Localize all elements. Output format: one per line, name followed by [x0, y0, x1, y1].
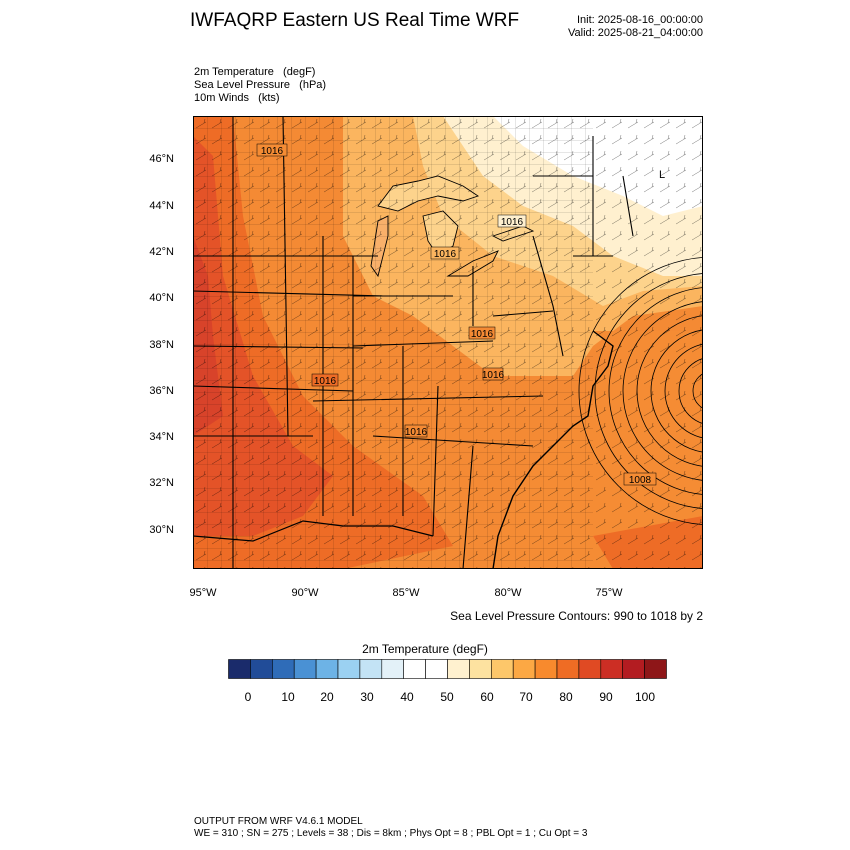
valid-time: Valid: 2025-08-21_04:00:00 — [568, 27, 703, 39]
colorbar-label: 10 — [281, 690, 295, 704]
lat-tick: 44°N — [149, 200, 174, 212]
pressure-label: 1008 — [629, 475, 652, 486]
pressure-label: 1016 — [434, 249, 457, 260]
field-pressure-label: Sea Level Pressure (hPa) — [194, 79, 327, 91]
colorbar-label: 30 — [360, 690, 374, 704]
colorbar-swatch — [447, 659, 470, 679]
field-winds-label: 10m Winds (kts) — [194, 92, 280, 104]
footer-model: OUTPUT FROM WRF V4.6.1 MODEL — [194, 816, 363, 827]
colorbar-label: 80 — [559, 690, 573, 704]
colorbar-label: 50 — [440, 690, 454, 704]
pressure-label: 1016 — [261, 146, 284, 157]
colorbar-title: 2m Temperature (degF) — [362, 642, 488, 656]
colorbar — [228, 659, 667, 684]
lon-tick: 85°W — [392, 587, 420, 599]
lat-tick: 36°N — [149, 385, 174, 397]
colorbar-swatch — [644, 659, 667, 679]
page-title: IWFAQRP Eastern US Real Time WRF — [190, 10, 520, 31]
colorbar-label: 70 — [519, 690, 533, 704]
pressure-label: 1016 — [501, 217, 524, 228]
colorbar-swatch — [534, 659, 558, 679]
contour-note: Sea Level Pressure Contours: 990 to 1018… — [450, 609, 703, 623]
colorbar-swatch — [381, 659, 405, 679]
lat-tick: 40°N — [149, 292, 174, 304]
lon-tick: 95°W — [189, 587, 217, 599]
colorbar-svg — [228, 659, 667, 679]
colorbar-label: 0 — [244, 690, 252, 704]
colorbar-swatch — [271, 659, 295, 679]
gulf-coastline — [193, 520, 434, 542]
colorbar-swatch — [337, 659, 361, 679]
state-boundaries — [193, 116, 634, 569]
colorbar-swatch — [490, 659, 514, 679]
colorbar-swatch — [512, 659, 536, 679]
weather-map: 1016 1016 1016 1016 1016 — [193, 116, 703, 569]
lat-tick: 34°N — [149, 431, 174, 443]
lat-tick: 32°N — [149, 477, 174, 489]
colorbar-swatch — [622, 659, 645, 679]
field-temperature-label: 2m Temperature (degF) — [194, 66, 316, 78]
map-svg: 1016 1016 1016 1016 1016 — [193, 116, 703, 569]
pressure-label: 1016 — [482, 370, 505, 381]
lat-tick: 38°N — [149, 339, 174, 351]
colorbar-swatch — [600, 659, 623, 679]
map-border — [193, 116, 703, 569]
colorbar-label: 20 — [320, 690, 334, 704]
pressure-label: 1016 — [471, 329, 494, 340]
init-time: Init: 2025-08-16_00:00:00 — [577, 14, 703, 26]
lat-tick: 46°N — [149, 153, 174, 165]
colorbar-swatch — [250, 659, 273, 679]
lat-tick: 42°N — [149, 246, 174, 258]
lat-tick: 30°N — [149, 524, 174, 536]
colorbar-swatch — [578, 659, 602, 679]
colorbar-swatch — [315, 659, 339, 679]
colorbar-swatch — [556, 659, 580, 679]
pressure-labels: 1016 1016 1016 1016 1016 — [256, 143, 665, 486]
colorbar-swatch — [359, 659, 383, 679]
colorbar-swatch — [403, 659, 426, 679]
colorbar-swatch — [469, 659, 492, 679]
lon-tick: 75°W — [595, 587, 623, 599]
low-marker: L — [659, 169, 665, 181]
isobars — [578, 256, 703, 526]
lon-tick: 80°W — [494, 587, 522, 599]
east-coastline — [492, 330, 614, 569]
pressure-label: 1016 — [314, 376, 337, 387]
colorbar-swatch — [293, 659, 317, 679]
colorbar-swatch — [425, 659, 448, 679]
colorbar-swatch — [228, 659, 251, 679]
pressure-label: 1016 — [405, 427, 428, 438]
colorbar-label: 40 — [400, 690, 414, 704]
colorbar-label: 90 — [599, 690, 613, 704]
footer-config: WE = 310 ; SN = 275 ; Levels = 38 ; Dis … — [194, 828, 588, 839]
colorbar-label: 60 — [480, 690, 494, 704]
lon-tick: 90°W — [291, 587, 319, 599]
colorbar-label: 100 — [634, 690, 656, 704]
